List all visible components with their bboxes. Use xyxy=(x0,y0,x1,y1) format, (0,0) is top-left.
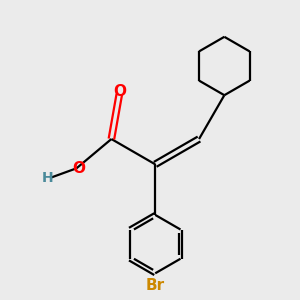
Text: Br: Br xyxy=(146,278,165,293)
Text: O: O xyxy=(72,161,85,176)
Text: H: H xyxy=(42,171,54,185)
Text: O: O xyxy=(113,84,126,99)
